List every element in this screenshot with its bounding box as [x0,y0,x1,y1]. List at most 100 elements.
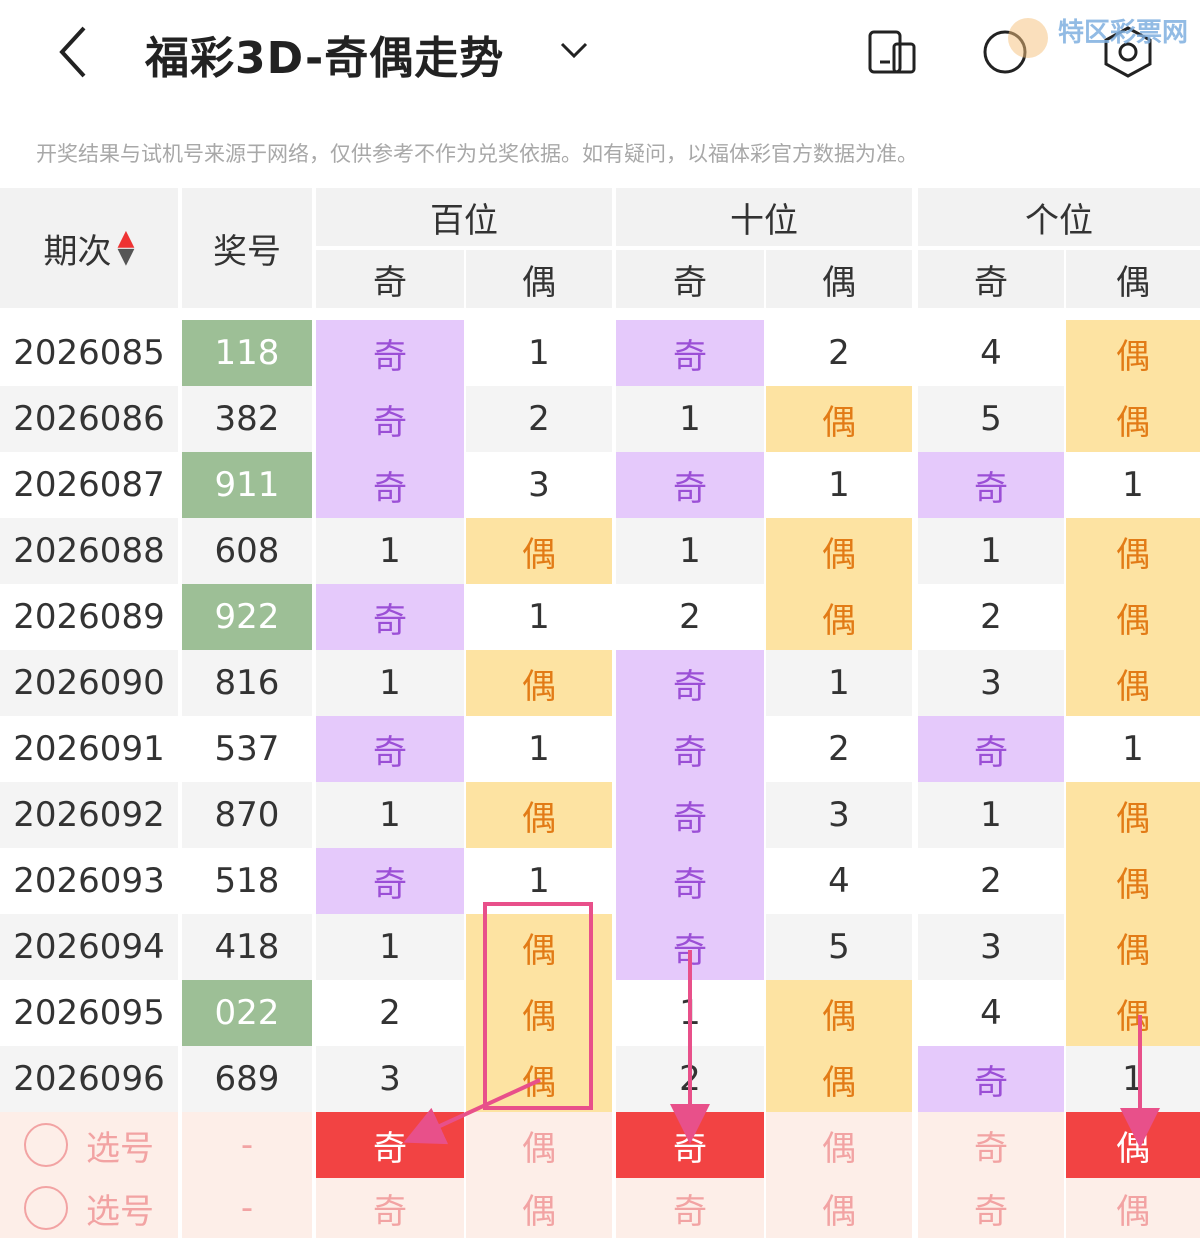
subcolumn-header: 偶 [466,250,612,308]
notice: 开奖结果与试机号来源于网络，仅供参考不作为兑奖依据。如有疑问，以福体彩官方数据为… [36,142,918,166]
trend-cell: 偶 [766,386,912,452]
subcolumn-header: 奇 [316,250,464,308]
subcolumn-header: 偶 [1066,250,1200,308]
trend-cell: 3 [316,1046,464,1112]
draw-number: 689 [182,1046,312,1112]
trend-cell: 偶 [1066,320,1200,386]
trend-cell: 1 [766,650,912,716]
trend-cell: 奇 [616,320,764,386]
trend-cell: 3 [918,914,1064,980]
period: 2026091 [0,716,178,782]
trend-cell: 偶 [1066,980,1200,1046]
trend-cell: 奇 [616,716,764,782]
trend-cell: 1 [466,716,612,782]
trend-cell: 1 [766,452,912,518]
trend-cell: 偶 [466,782,612,848]
pick-cell[interactable]: 偶 [766,1112,912,1178]
period: 2026090 [0,650,178,716]
period: 2026095 [0,980,178,1046]
pick-cell[interactable]: 偶 [466,1112,612,1178]
sort-icon[interactable]: ▲ ▼ [117,226,135,269]
pick-cell[interactable]: 偶 [766,1178,912,1238]
trend-cell: 4 [766,848,912,914]
trend-cell: 偶 [766,518,912,584]
trend-cell: 1 [1066,716,1200,782]
trend-cell: 奇 [316,848,464,914]
pick-dash[interactable]: - [182,1112,312,1178]
pick-cell[interactable]: 偶 [1066,1112,1200,1178]
trend-cell: 1 [616,386,764,452]
icon-settings[interactable] [1104,26,1152,78]
icon-device[interactable] [868,30,916,74]
radio[interactable] [24,1123,68,1167]
pick-cell[interactable]: 奇 [616,1112,764,1178]
pick-cell[interactable]: 奇 [316,1112,464,1178]
pick-text: 选号 [86,1128,154,1169]
header-icons [59,18,1152,78]
trend-cell: 2 [918,584,1064,650]
trend-cell: 1 [466,320,612,386]
pick-cell[interactable]: 奇 [616,1178,764,1238]
pick-cell[interactable]: 偶 [1066,1178,1200,1238]
pick-label[interactable]: 选号 [0,1112,178,1178]
trend-cell: 偶 [1066,782,1200,848]
trend-cell: 2 [466,386,612,452]
period: 2026085 [0,320,178,386]
pick-cell[interactable]: 奇 [918,1178,1064,1238]
pick-dash[interactable]: - [182,1178,312,1238]
trend-cell: 偶 [1066,386,1200,452]
period: 2026086 [0,386,178,452]
trend-cell: 3 [466,452,612,518]
trend-cell: 1 [316,518,464,584]
trend-cell: 1 [918,782,1064,848]
watermark-logo [1008,18,1048,58]
trend-cell: 奇 [918,1046,1064,1112]
trend-cell: 偶 [466,1046,612,1112]
pick-cell[interactable]: 偶 [466,1178,612,1238]
group-header: 百位 [316,188,612,246]
radio[interactable] [24,1186,68,1230]
draw-number: 816 [182,650,312,716]
trend-cell: 2 [766,716,912,782]
group-header: 个位 [918,188,1200,246]
subcolumn-header: 奇 [616,250,764,308]
trend-cell: 5 [766,914,912,980]
draw-number: 418 [182,914,312,980]
trend-cell: 偶 [1066,584,1200,650]
trend-cell: 4 [918,980,1064,1046]
column-header: 奖号 [182,188,312,308]
draw-number: 518 [182,848,312,914]
trend-cell: 1 [316,782,464,848]
trend-cell: 偶 [1066,518,1200,584]
trend-cell: 奇 [918,452,1064,518]
trend-cell: 3 [918,650,1064,716]
trend-cell: 1 [316,650,464,716]
trend-cell: 偶 [466,914,612,980]
back-button[interactable] [59,26,86,78]
dropdown[interactable] [560,42,588,59]
title: 福彩3D-奇偶走势 [145,33,505,84]
trend-cell: 3 [766,782,912,848]
trend-cell: 偶 [766,980,912,1046]
pick-cell[interactable]: 奇 [918,1112,1064,1178]
period: 2026089 [0,584,178,650]
pick-label[interactable]: 选号 [0,1178,178,1238]
draw-number: 911 [182,452,312,518]
trend-cell: 偶 [766,584,912,650]
trend-cell: 1 [918,518,1064,584]
trend-cell: 1 [466,584,612,650]
trend-cell: 2 [616,1046,764,1112]
pick-cell[interactable]: 奇 [316,1178,464,1238]
draw-number: 870 [182,782,312,848]
trend-cell: 奇 [616,452,764,518]
period: 2026087 [0,452,178,518]
trend-cell: 1 [1066,452,1200,518]
draw-number: 022 [182,980,312,1046]
period: 2026094 [0,914,178,980]
trend-cell: 奇 [616,782,764,848]
trend-cell: 4 [918,320,1064,386]
trend-cell: 奇 [616,914,764,980]
draw-number: 922 [182,584,312,650]
trend-cell: 奇 [616,650,764,716]
